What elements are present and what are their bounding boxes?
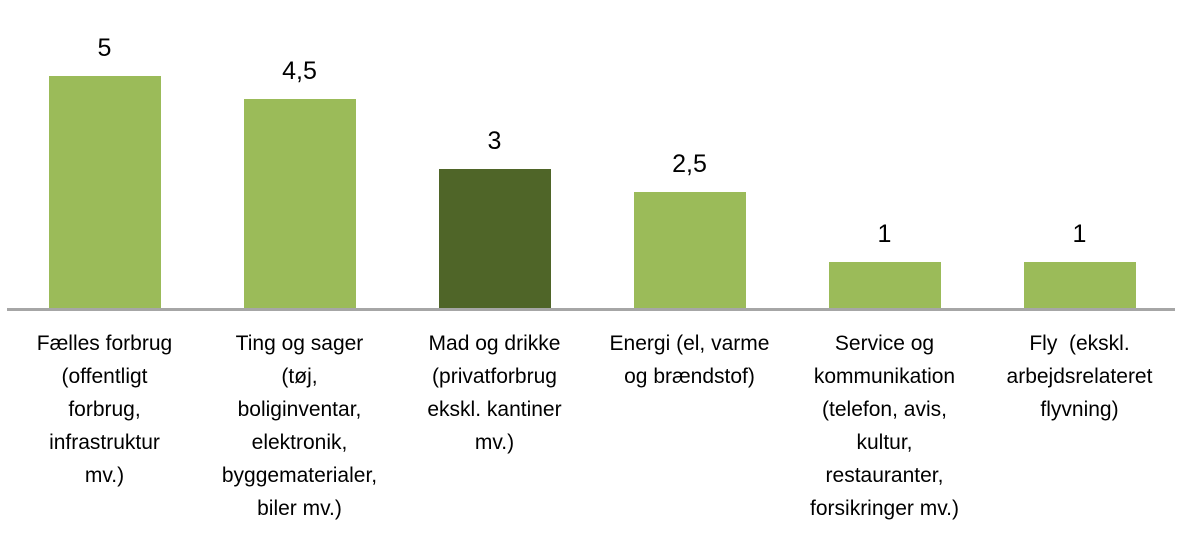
bar-value-label: 3 — [487, 127, 502, 155]
category-label: Fælles forbrug (offentligt forbrug, infr… — [36, 332, 173, 487]
x-axis-line — [7, 308, 1175, 311]
category-label: Fly (ekskl. arbejdsrelateret flyvning) — [1006, 332, 1153, 421]
bar-column: 2,5 — [592, 0, 787, 308]
bar-column: 5 — [7, 0, 202, 308]
bar — [243, 99, 356, 308]
category-label: Ting og sager (tøj, boliginventar, elekt… — [221, 332, 378, 520]
bar-value-label: 5 — [97, 34, 112, 62]
category-label: Mad og drikke (privatforbrug ekskl. kant… — [427, 332, 562, 454]
bar — [438, 169, 551, 308]
bar — [1023, 262, 1136, 308]
category-label: Service og kommunikation (telefon, avis,… — [810, 332, 959, 520]
category-label: Energi (el, varme og brændstof) — [609, 332, 770, 388]
bar-column: 1 — [982, 0, 1177, 308]
bar-value-label: 1 — [877, 220, 892, 248]
bar-column: 4,5 — [202, 0, 397, 308]
bar-value-label: 2,5 — [672, 150, 707, 178]
bar-column: 1 — [787, 0, 982, 308]
bar-value-label: 1 — [1072, 220, 1087, 248]
bar — [48, 76, 161, 308]
bar — [828, 262, 941, 308]
bar — [633, 192, 746, 308]
x-axis-labels: Fælles forbrug (offentligt forbrug, infr… — [7, 311, 1177, 525]
bar-value-label: 4,5 — [282, 57, 317, 85]
plot-area: 5 4,5 3 2,5 1 1 — [7, 0, 1177, 308]
bar-column: 3 — [397, 0, 592, 308]
